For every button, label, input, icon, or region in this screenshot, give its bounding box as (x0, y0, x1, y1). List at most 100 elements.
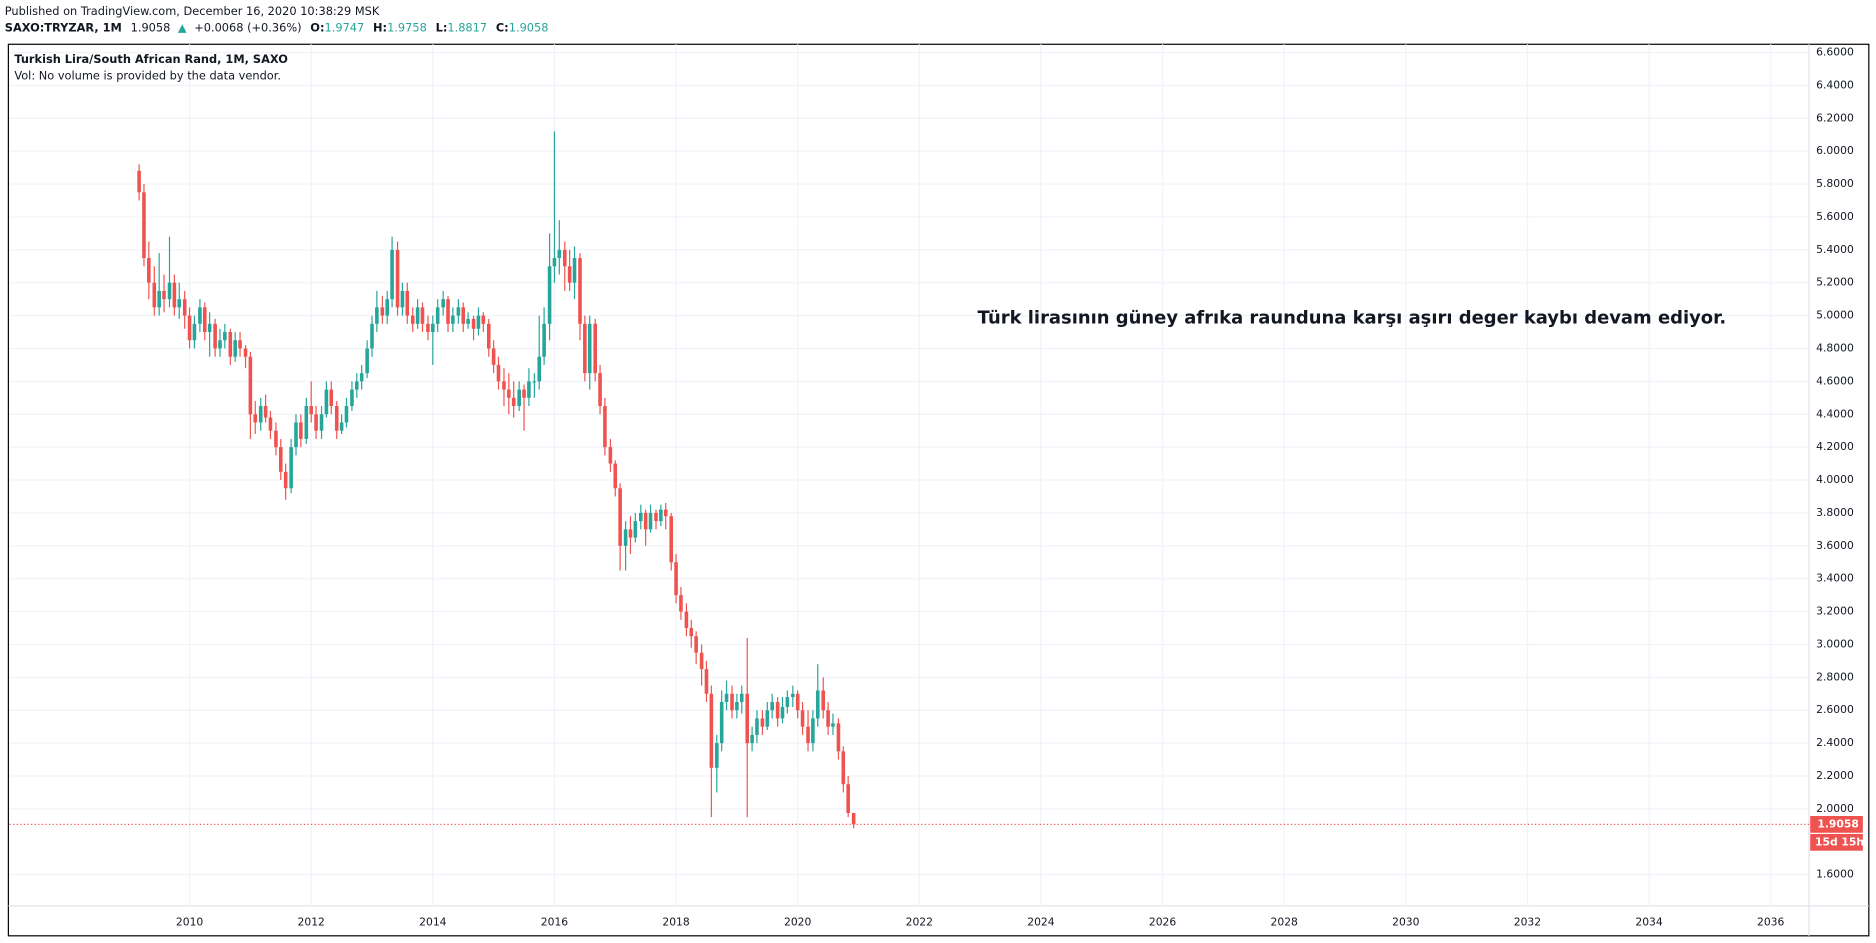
candle-body (811, 718, 815, 744)
x-tick-label: 2026 (1149, 916, 1177, 929)
symbol: SAXO:TRYZAR, 1M (5, 21, 122, 35)
y-tick-label: 2.6000 (1816, 703, 1854, 716)
candle-body (739, 693, 744, 703)
candle-body (643, 512, 648, 530)
x-tick-label: 2036 (1757, 916, 1785, 929)
candle-body (572, 258, 577, 283)
volume-note: Vol: No volume is provided by the data v… (14, 69, 281, 83)
candle-body (481, 315, 486, 324)
candle-body (511, 397, 516, 407)
candle-body (633, 521, 638, 538)
low-value: 1.8817 (447, 21, 487, 35)
candle-body (532, 381, 537, 383)
x-tick-label: 2010 (176, 916, 204, 929)
candle-body (400, 290, 405, 308)
candle-body (547, 266, 552, 324)
candle-body (466, 318, 470, 324)
candle-body (177, 299, 182, 308)
candle-body (380, 307, 385, 316)
y-tick-label: 6.2000 (1816, 111, 1854, 124)
candle-body (263, 406, 268, 418)
candle-body (268, 417, 273, 431)
candle-body (147, 258, 151, 283)
candle-body (385, 299, 390, 316)
candle-body (750, 734, 754, 744)
candle-body (152, 282, 157, 308)
y-tick-label: 5.6000 (1816, 210, 1854, 223)
x-tick-label: 2024 (1027, 916, 1055, 929)
candle-body (562, 249, 567, 267)
candle-body (405, 290, 410, 316)
candle-body (679, 595, 683, 612)
x-tick-label: 2032 (1514, 916, 1541, 929)
candle-body (628, 529, 633, 538)
candle-body (684, 611, 689, 629)
candle-body (791, 693, 795, 698)
candle-body (851, 813, 856, 825)
candle-body (334, 406, 339, 431)
candle-body (623, 529, 628, 546)
candle-body (567, 266, 572, 283)
candle-body (324, 389, 329, 415)
candle-body (709, 693, 714, 768)
candle-body (142, 192, 146, 259)
candle-body (329, 389, 334, 407)
y-tick-label: 3.6000 (1816, 539, 1854, 552)
x-tick-label: 2018 (662, 916, 690, 929)
candle-body (167, 282, 172, 300)
candle-body (213, 323, 217, 349)
candle-body (420, 307, 425, 324)
candle-body (137, 170, 141, 193)
candle-body (785, 697, 790, 707)
candle-body (355, 381, 359, 390)
countdown-label: 15d 15h (1815, 835, 1864, 848)
candle-body (319, 414, 324, 431)
candle-body (248, 356, 253, 415)
candle-body (618, 488, 622, 546)
candle-body (613, 463, 618, 489)
open-value: 1.9747 (325, 21, 365, 35)
candle-body (669, 516, 674, 563)
candle-body (715, 743, 719, 768)
candle-body (654, 512, 658, 522)
last-price-tag (1810, 815, 1863, 833)
candle-body (491, 348, 496, 365)
candle-body (410, 315, 415, 324)
candle-body (537, 356, 542, 382)
candle-body (815, 690, 820, 719)
candle-body (821, 690, 826, 711)
candle-body (800, 710, 805, 727)
annotation: Türk lirasının güney afrıka raunduna kar… (977, 307, 1726, 328)
candle-body (395, 249, 400, 308)
candle-body (663, 509, 668, 517)
candle-body (446, 299, 450, 324)
candle-body (187, 315, 192, 341)
countdown-tag (1810, 833, 1863, 851)
candle-body (182, 299, 187, 316)
chart-frame (7, 43, 1870, 937)
y-tick-label: 5.0000 (1816, 309, 1854, 322)
candle-body (806, 726, 810, 744)
high-value: 1.9758 (387, 21, 427, 35)
candle-body (370, 323, 374, 349)
candle-body (339, 422, 344, 431)
candle-body (390, 249, 394, 300)
candle-body (583, 323, 587, 374)
candle-body (765, 710, 770, 727)
x-tick-label: 2016 (541, 916, 569, 929)
candle-body (522, 389, 526, 398)
candle-body (724, 693, 729, 703)
candles (137, 131, 856, 829)
y-tick-label: 3.8000 (1816, 506, 1854, 519)
candle-body (689, 628, 694, 637)
y-tick-label: 4.4000 (1816, 407, 1854, 420)
candle-body (278, 447, 283, 472)
candle-body (228, 332, 233, 357)
candle-body (603, 406, 607, 448)
candle-body (304, 406, 309, 439)
candle-body (674, 562, 678, 596)
candle-body (314, 414, 318, 431)
low-label: L: (436, 21, 448, 35)
candle-body (274, 430, 278, 448)
candle-body (507, 389, 511, 398)
